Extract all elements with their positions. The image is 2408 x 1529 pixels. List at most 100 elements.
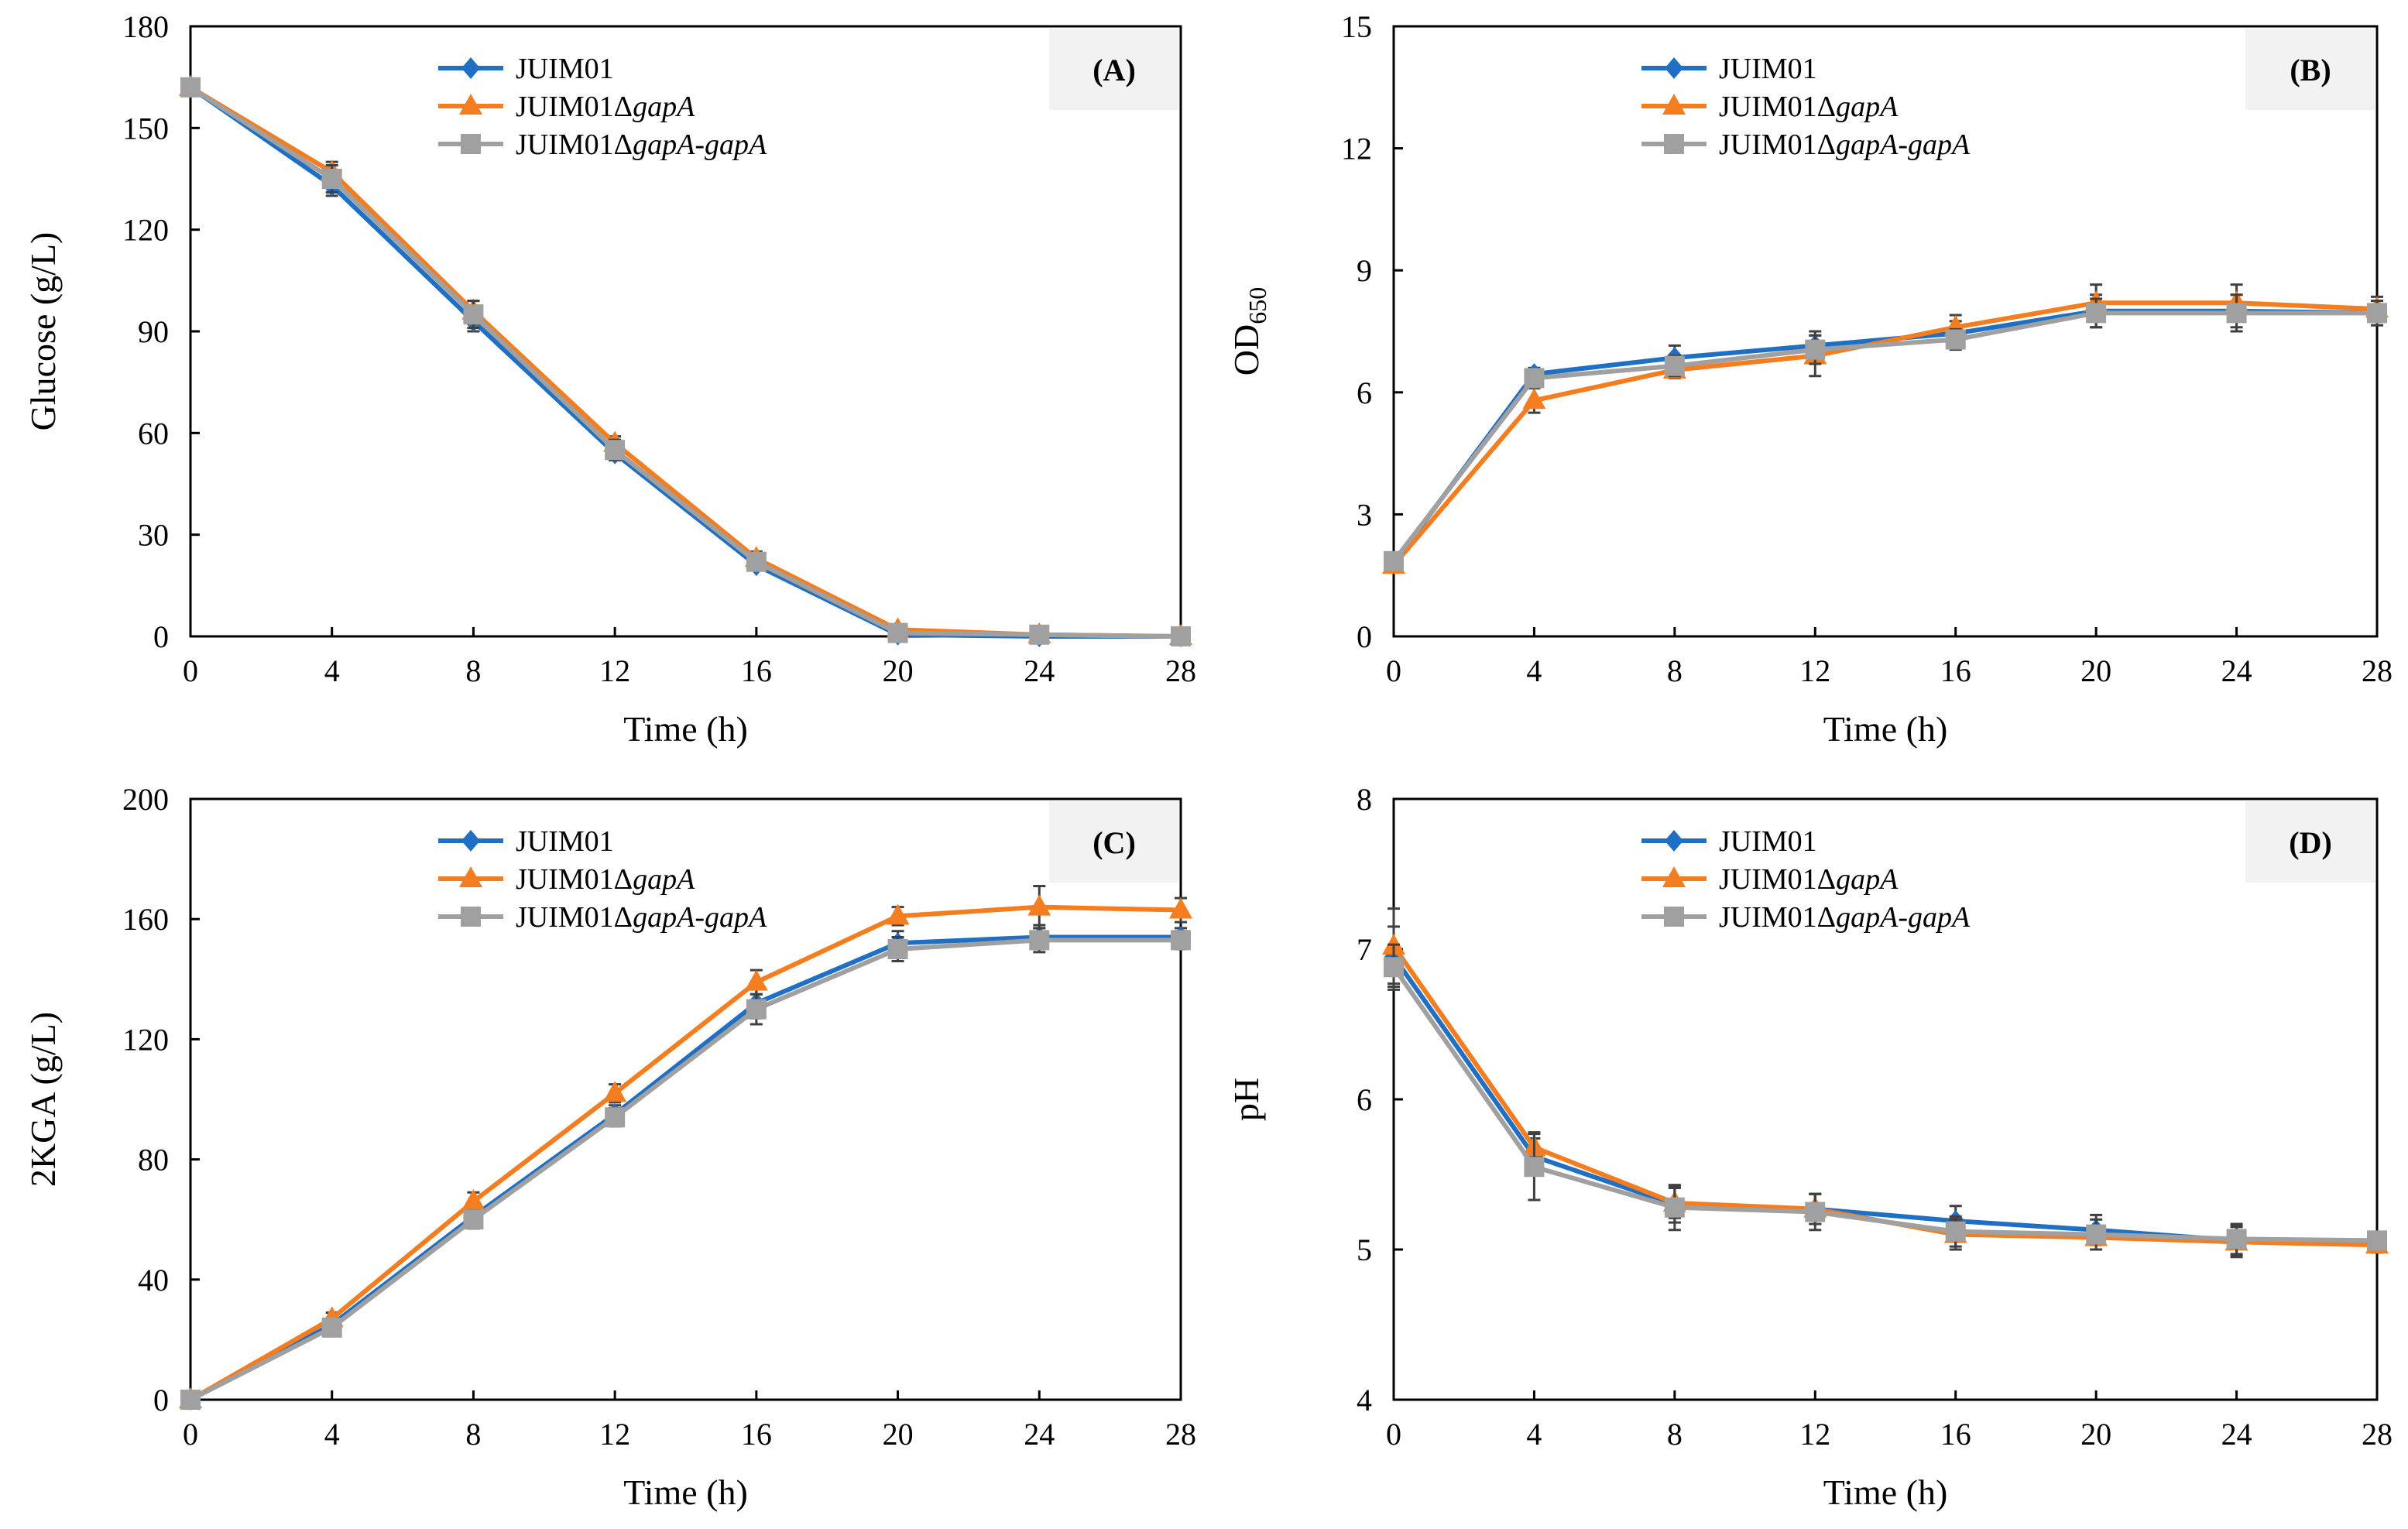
plot-frame — [1392, 25, 2379, 638]
x-tick-label: 20 — [2080, 653, 2111, 688]
chart-panel-b: (B) 0 4 8 12 16 20 24 28 0 3 6 9 12 15 Time (h) OD650 JUI… — [1226, 9, 2393, 749]
legend: JUIM01 JUIM01ΔgapA JUIM01ΔgapA-gapA — [438, 825, 767, 934]
y-tick-label: 90 — [138, 314, 169, 349]
y-tick-label: 30 — [138, 518, 169, 553]
data-point — [1029, 624, 1050, 645]
y-axis-title: 2KGA (g/L) — [23, 1012, 63, 1187]
legend: JUIM01 JUIM01ΔgapA JUIM01ΔgapA-gapA — [438, 53, 767, 161]
data-point — [1524, 1157, 1545, 1178]
x-tick-label: 20 — [883, 653, 914, 688]
x-tick-label: 16 — [741, 1417, 772, 1452]
panel-label: (D) — [2289, 825, 2332, 860]
legend-marker — [459, 94, 482, 115]
series-juim01-gapa-gapa — [180, 927, 1191, 1410]
x-tick-label: 4 — [1526, 1417, 1542, 1452]
data-point — [887, 939, 908, 959]
y-tick-label: 15 — [1341, 9, 1372, 44]
x-tick-label: 28 — [2362, 653, 2393, 688]
x-tick-label: 12 — [1799, 1417, 1830, 1452]
x-tick-label: 0 — [1386, 653, 1401, 688]
y-tick-label: 8 — [1357, 782, 1372, 817]
legend-label: JUIM01 — [516, 825, 614, 858]
y-tick-label: 200 — [122, 782, 169, 817]
data-point — [887, 622, 908, 643]
x-tick-label: 4 — [324, 1417, 340, 1452]
series-juim01-gapa-gapa — [180, 77, 1191, 646]
legend-label: JUIM01ΔgapA-gapA — [1719, 129, 1971, 161]
x-axis-title: Time (h) — [623, 1472, 748, 1512]
legend-label: JUIM01ΔgapA-gapA — [516, 901, 767, 934]
data-point — [1169, 897, 1192, 919]
data-point — [746, 999, 767, 1020]
y-tick-label: 6 — [1357, 375, 1372, 410]
x-tick-label: 24 — [1024, 653, 1055, 688]
data-point — [463, 304, 484, 325]
data-point — [2226, 303, 2247, 324]
legend-marker — [461, 57, 480, 79]
series-juim01 — [1384, 925, 2386, 1257]
legend-marker — [461, 134, 481, 154]
y-tick-label: 120 — [122, 213, 169, 248]
plot-frame — [189, 797, 1182, 1401]
legend-label: JUIM01ΔgapA — [1719, 863, 1899, 896]
data-point — [321, 169, 342, 189]
x-tick-label: 0 — [183, 653, 198, 688]
x-tick-label: 4 — [1526, 653, 1542, 688]
x-tick-label: 12 — [599, 653, 630, 688]
x-tick-label: 0 — [183, 1417, 198, 1452]
series-juim01 — [181, 924, 1190, 1411]
panel-label: (B) — [2290, 53, 2331, 87]
legend-label: JUIM01ΔgapA-gapA — [1719, 901, 1971, 934]
series-juim01 — [1384, 293, 2386, 574]
data-point — [605, 440, 626, 461]
series-line — [1391, 308, 2378, 565]
y-tick-label: 7 — [1357, 932, 1372, 967]
y-tick-label: 5 — [1357, 1232, 1372, 1267]
legend-marker — [1664, 134, 1684, 154]
x-tick-label: 8 — [465, 653, 481, 688]
legend-marker — [1665, 830, 1683, 852]
x-tick-label: 4 — [324, 653, 340, 688]
data-point — [321, 1317, 342, 1338]
x-tick-label: 12 — [1799, 653, 1830, 688]
panel-label-background — [1049, 801, 1178, 883]
data-point — [744, 969, 768, 991]
series-juim01-gapa — [1382, 907, 2389, 1259]
data-point — [1664, 1197, 1685, 1218]
data-point — [746, 551, 767, 572]
x-tick-label: 0 — [1386, 1417, 1401, 1452]
legend-marker — [1662, 866, 1686, 887]
series-juim01-gapa-gapa — [1384, 943, 2387, 1256]
y-tick-label: 12 — [1341, 132, 1372, 166]
data-point — [180, 77, 201, 98]
x-tick-label: 20 — [883, 1417, 914, 1452]
y-tick-label: 3 — [1357, 497, 1372, 532]
y-tick-label: 60 — [138, 416, 169, 451]
legend-marker — [1665, 57, 1683, 79]
chart-panel-c: (C) 0 4 8 12 16 20 24 28 0 40 80 120 160 200 Time (h) 2K… — [23, 782, 1196, 1512]
x-tick-label: 8 — [1667, 653, 1683, 688]
series-line — [1391, 944, 2378, 1248]
data-point — [180, 1390, 201, 1410]
series-juim01-gapa-gapa — [1384, 293, 2387, 571]
data-point — [1384, 550, 1404, 571]
x-tick-label: 16 — [1940, 653, 1971, 688]
panel-label-background — [2245, 801, 2375, 883]
panel-label: (C) — [1093, 825, 1136, 860]
y-tick-label: 160 — [122, 902, 169, 937]
data-point — [1945, 1221, 1966, 1242]
series-line — [189, 934, 1181, 1402]
data-point — [461, 1188, 485, 1210]
y-axis-title: pH — [1226, 1078, 1266, 1121]
y-tick-label: 6 — [1357, 1082, 1372, 1117]
legend-label: JUIM01 — [516, 53, 614, 85]
y-tick-label: 9 — [1357, 253, 1372, 288]
x-axis-title: Time (h) — [1823, 709, 1948, 749]
x-tick-label: 20 — [2080, 1417, 2111, 1452]
x-axis-title: Time (h) — [623, 709, 748, 749]
series-line — [1391, 965, 2378, 1243]
data-point — [1524, 368, 1545, 389]
legend-label: JUIM01ΔgapA-gapA — [516, 129, 767, 161]
x-tick-label: 8 — [1667, 1417, 1683, 1452]
